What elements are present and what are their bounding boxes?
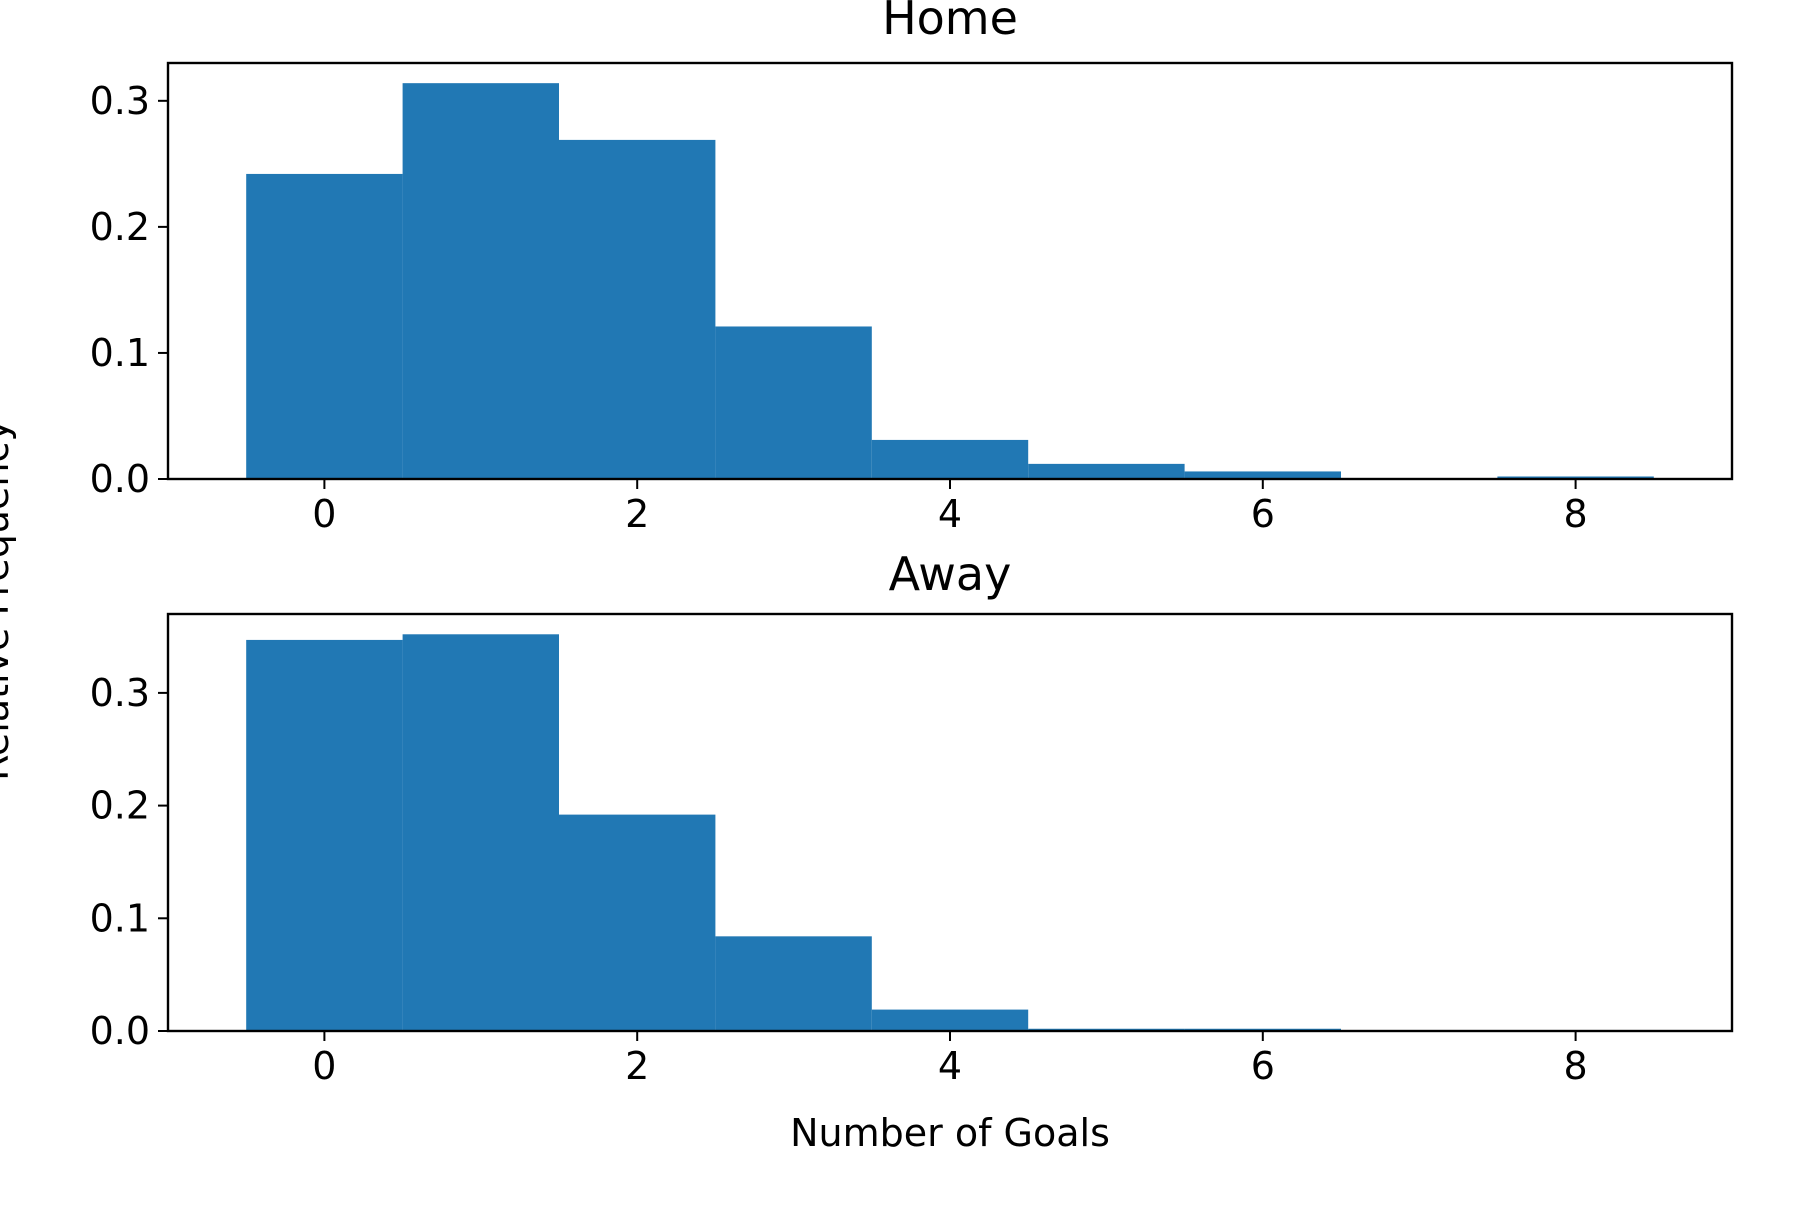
home-bar-5 — [1028, 463, 1185, 479]
home-y-tick-label-0: 0.0 — [90, 457, 150, 501]
away-bar-1 — [402, 634, 559, 1031]
away-x-tick-label-6: 6 — [1251, 1044, 1275, 1088]
home-x-tick-label-2: 2 — [625, 492, 649, 536]
away-y-tick-label-3: 0.3 — [90, 671, 150, 715]
away-title: Away — [889, 547, 1012, 601]
away-bar-2 — [559, 814, 716, 1031]
home-x-tick-label-4: 4 — [938, 492, 962, 536]
home-y-tick-label-2: 0.2 — [90, 205, 150, 249]
home-title: Home — [882, 0, 1018, 45]
away-y-tick-label-2: 0.2 — [90, 784, 150, 828]
away-x-tick-label-4: 4 — [938, 1044, 962, 1088]
away-y-tick-label-1: 0.1 — [90, 896, 150, 940]
home-bar-3 — [715, 326, 872, 479]
away-x-tick-label-2: 2 — [625, 1044, 649, 1088]
away-x-tick-label-8: 8 — [1564, 1044, 1588, 1088]
away-x-tick-label-0: 0 — [312, 1044, 336, 1088]
home-x-tick-label-0: 0 — [312, 492, 336, 536]
away-histogram-panel: Away Number of Goals 0 2 4 6 8 0.0 0.1 0.2 0.3 — [90, 547, 1734, 1155]
home-bar-4 — [871, 439, 1029, 479]
home-x-tick-label-6: 6 — [1251, 492, 1275, 536]
y-axis-label: Relative Frequency — [0, 419, 17, 781]
home-bar-2 — [559, 139, 716, 479]
x-axis-label: Number of Goals — [790, 1111, 1110, 1155]
away-bar-3 — [715, 936, 872, 1031]
home-histogram-panel: Home 0 2 4 6 8 0.0 0.1 0.2 0.3 — [90, 0, 1734, 536]
home-x-tick-label-8: 8 — [1564, 492, 1588, 536]
home-y-tick-label-3: 0.3 — [90, 79, 150, 123]
home-bar-0 — [246, 173, 403, 479]
away-bar-4 — [871, 1009, 1029, 1031]
home-y-tick-label-1: 0.1 — [90, 331, 150, 375]
away-bar-0 — [246, 639, 403, 1031]
away-y-tick-label-0: 0.0 — [90, 1009, 150, 1053]
home-bar-1 — [402, 83, 559, 480]
home-bar-8 — [1497, 476, 1654, 479]
home-bar-6 — [1184, 471, 1341, 479]
